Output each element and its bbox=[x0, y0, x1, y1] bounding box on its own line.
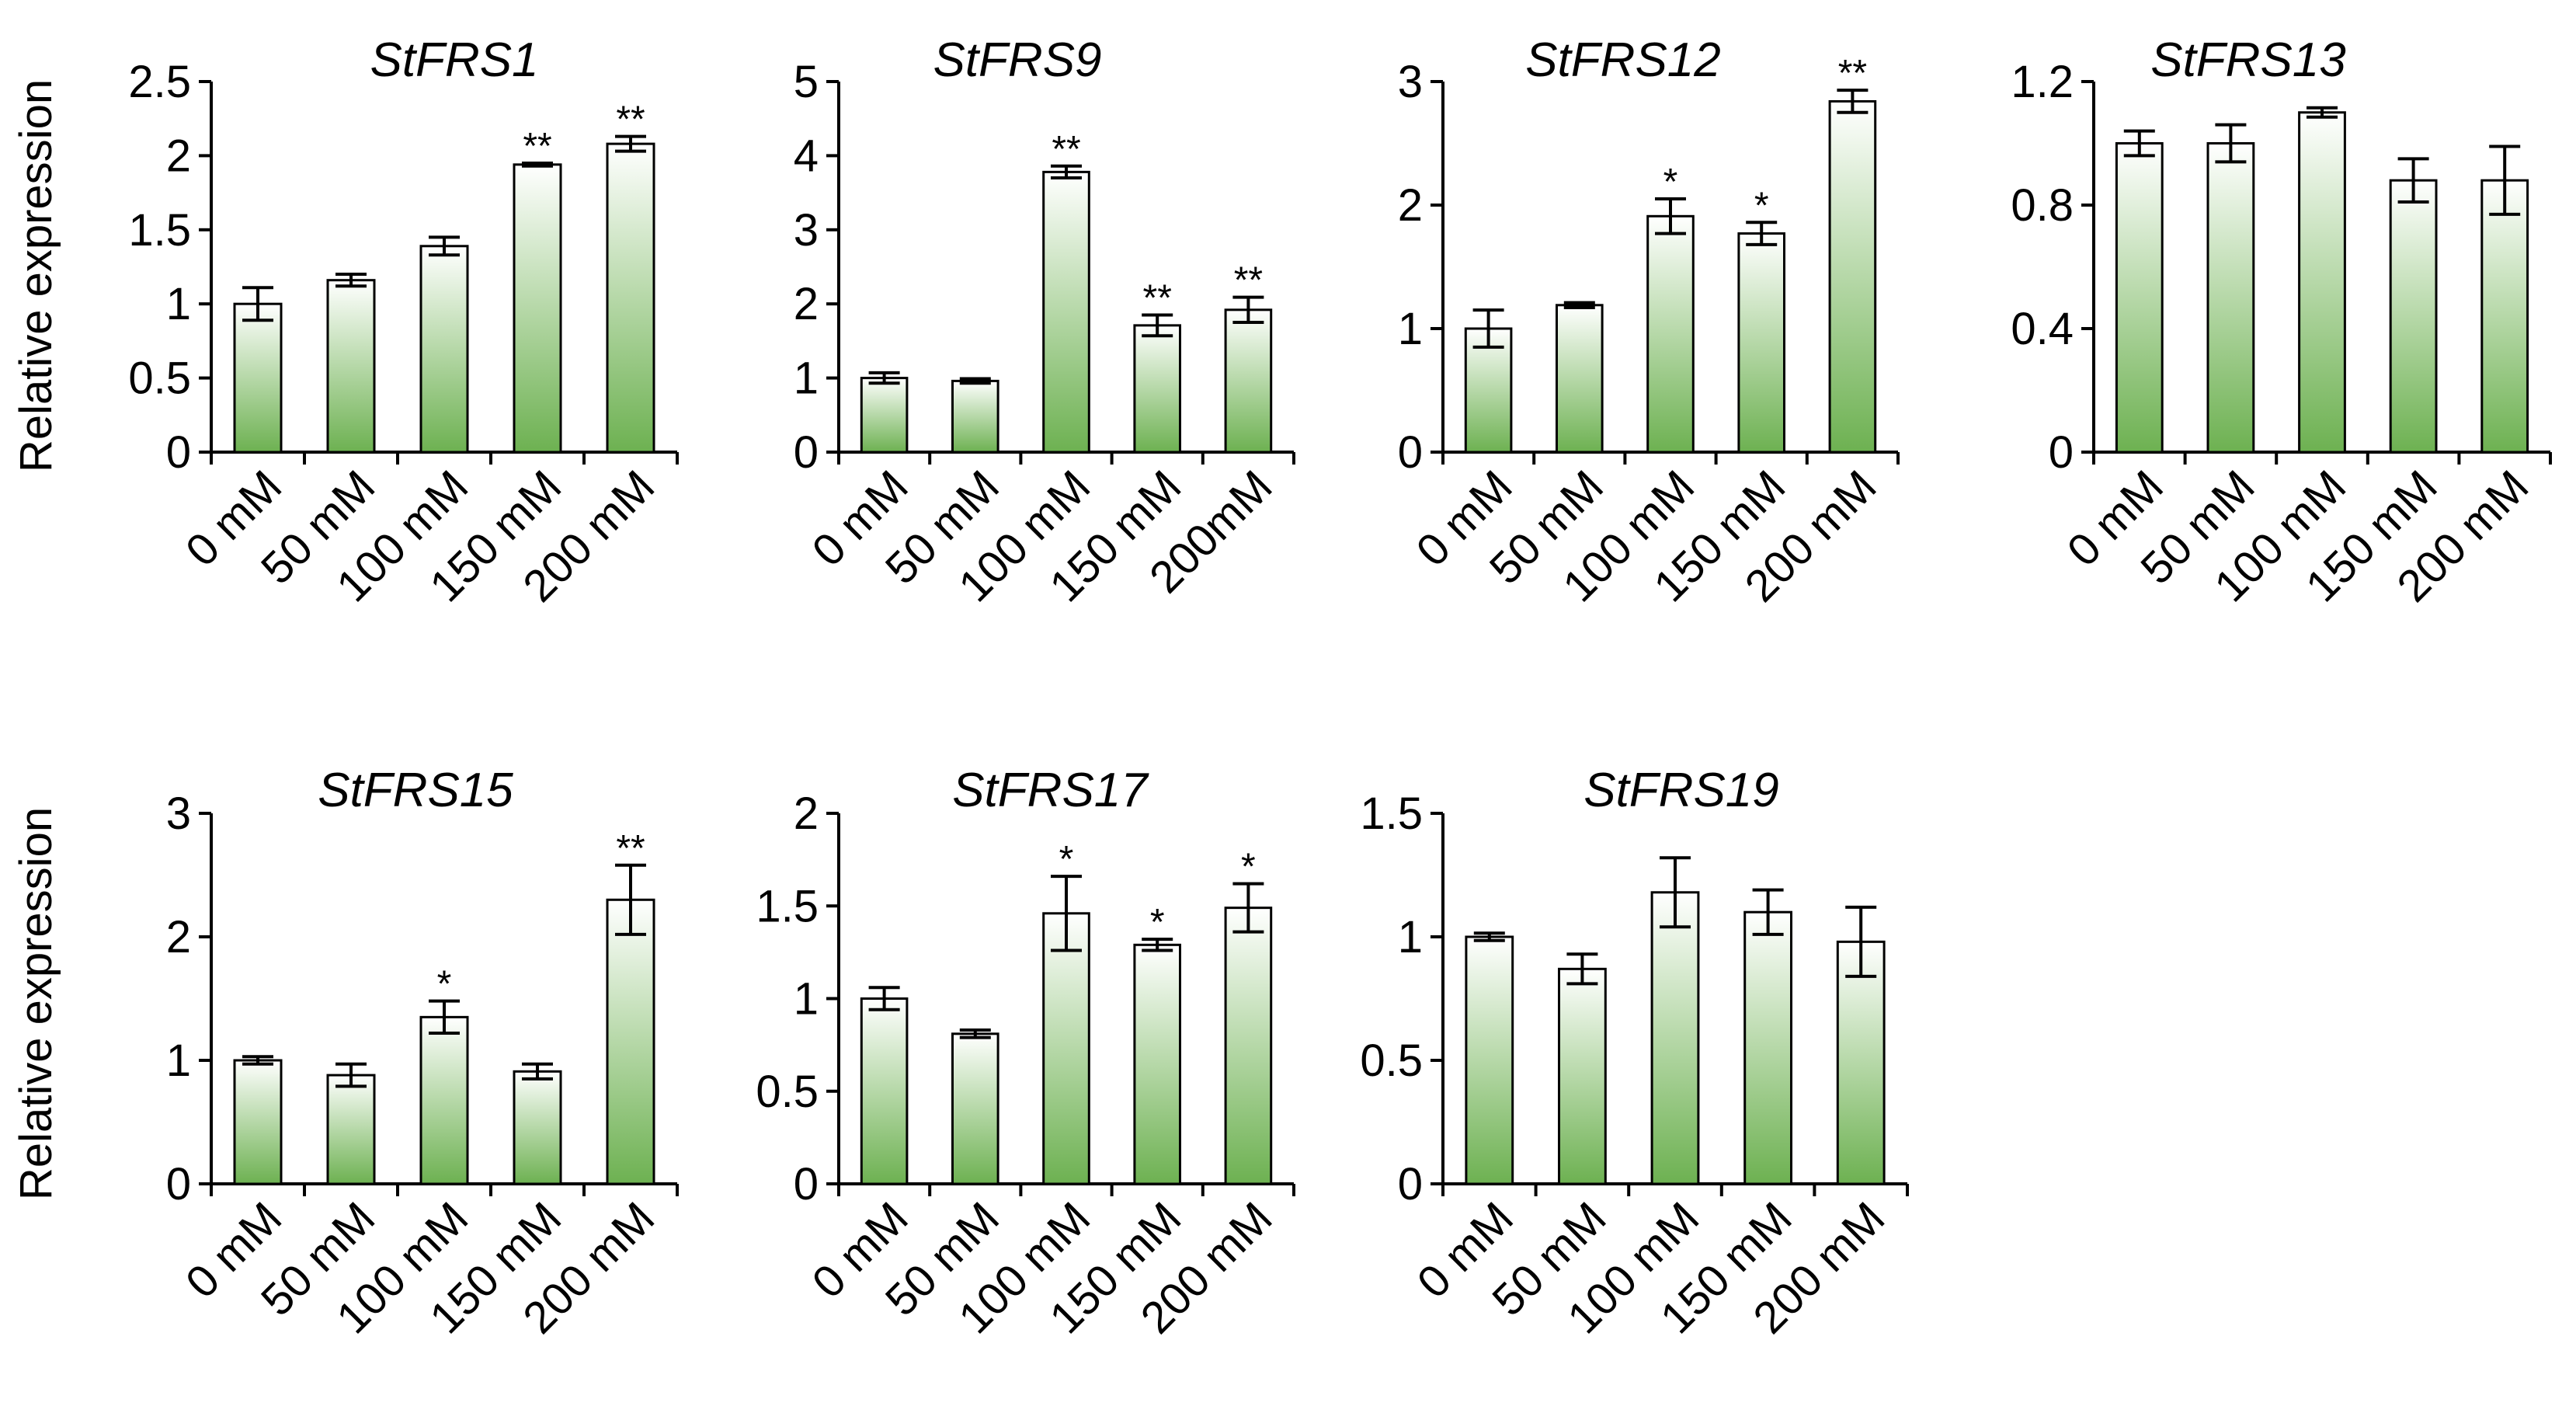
significance-label: ** bbox=[1052, 129, 1080, 170]
y-tick-label: 0.5 bbox=[1360, 1035, 1423, 1086]
bar bbox=[1828, 99, 1877, 454]
y-tick-label: 5 bbox=[794, 57, 819, 107]
y-tick-label: 1 bbox=[794, 974, 819, 1025]
y-tick-label: 0 bbox=[166, 427, 191, 478]
bar bbox=[2298, 111, 2346, 454]
bar bbox=[1464, 327, 1513, 454]
panel-title: StFRS9 bbox=[933, 33, 1101, 87]
y-axis-label: Relative expression bbox=[11, 807, 61, 1200]
y-tick-label: 0 bbox=[794, 1159, 819, 1209]
significance-label: * bbox=[1241, 847, 1256, 888]
bar bbox=[513, 1070, 562, 1185]
y-tick-label: 2 bbox=[166, 912, 191, 962]
bar bbox=[606, 142, 655, 454]
significance-label: * bbox=[1754, 185, 1769, 226]
y-tick-label: 1 bbox=[166, 279, 191, 329]
bar bbox=[513, 163, 562, 454]
y-tick-label: 0.5 bbox=[756, 1067, 819, 1117]
y-axis-label: Relative expression bbox=[11, 79, 61, 472]
bar bbox=[1042, 170, 1090, 454]
significance-label: * bbox=[1059, 839, 1074, 880]
bar bbox=[1465, 935, 1514, 1185]
bar bbox=[1836, 940, 1886, 1185]
bar bbox=[860, 377, 909, 454]
panel-title: StFRS13 bbox=[2150, 33, 2346, 87]
y-tick-label: 0.8 bbox=[2011, 180, 2074, 231]
y-tick-label: 1 bbox=[1398, 304, 1423, 354]
y-tick-label: 1.5 bbox=[756, 881, 819, 931]
bar bbox=[1556, 304, 1604, 454]
bar bbox=[326, 279, 376, 454]
panel-title: StFRS19 bbox=[1583, 764, 1779, 817]
significance-label: ** bbox=[616, 99, 645, 141]
bar bbox=[1743, 910, 1792, 1185]
y-tick-label: 1 bbox=[166, 1035, 191, 1086]
significance-label: ** bbox=[1234, 260, 1263, 301]
bar bbox=[1737, 232, 1785, 454]
y-tick-label: 1 bbox=[1398, 912, 1423, 962]
bar bbox=[1224, 907, 1273, 1185]
bar bbox=[606, 898, 655, 1185]
bar bbox=[419, 1015, 469, 1185]
significance-label: * bbox=[437, 964, 452, 1005]
y-tick-label: 0 bbox=[2049, 427, 2074, 478]
significance-label: * bbox=[1663, 162, 1678, 203]
significance-label: ** bbox=[1143, 278, 1172, 319]
bar bbox=[1133, 943, 1182, 1185]
y-tick-label: 1.5 bbox=[128, 205, 191, 256]
y-tick-label: 0 bbox=[1398, 1159, 1423, 1209]
y-tick-label: 3 bbox=[794, 205, 819, 256]
y-tick-label: 2 bbox=[794, 279, 819, 329]
significance-label: ** bbox=[616, 828, 645, 869]
y-tick-label: 4 bbox=[794, 131, 819, 181]
y-tick-label: 0 bbox=[794, 427, 819, 478]
bar bbox=[1133, 324, 1182, 454]
bar bbox=[1558, 967, 1607, 1185]
bar bbox=[233, 302, 283, 454]
bar bbox=[326, 1074, 376, 1185]
bar bbox=[1042, 912, 1090, 1185]
bar bbox=[951, 1032, 999, 1185]
y-tick-label: 3 bbox=[166, 788, 191, 839]
y-tick-label: 2 bbox=[794, 788, 819, 839]
bar bbox=[1650, 891, 1700, 1185]
panel-title: StFRS17 bbox=[952, 764, 1149, 817]
y-tick-label: 0.5 bbox=[128, 353, 191, 404]
y-tick-label: 1.5 bbox=[1360, 788, 1423, 839]
y-tick-label: 1 bbox=[794, 353, 819, 404]
panel-title: StFRS1 bbox=[370, 33, 538, 87]
y-tick-label: 1.2 bbox=[2011, 57, 2074, 107]
bar bbox=[2206, 142, 2255, 454]
panel-title: StFRS12 bbox=[1525, 33, 1721, 87]
y-tick-label: 0.4 bbox=[2011, 304, 2074, 354]
bar bbox=[419, 245, 469, 454]
y-tick-label: 2.5 bbox=[128, 57, 191, 107]
y-tick-label: 3 bbox=[1398, 57, 1423, 107]
panel-title: StFRS15 bbox=[318, 764, 513, 817]
bar bbox=[2389, 179, 2438, 454]
y-tick-label: 0 bbox=[166, 1159, 191, 1209]
y-tick-label: 2 bbox=[166, 131, 191, 181]
significance-label: ** bbox=[1838, 53, 1867, 94]
significance-label: * bbox=[1150, 902, 1165, 943]
bar bbox=[2480, 179, 2529, 454]
bar bbox=[951, 379, 999, 454]
bar bbox=[1646, 214, 1695, 454]
bar bbox=[233, 1059, 283, 1185]
panel-stfrs1: Relative expression StFRS1 00.511.522.50… bbox=[11, 33, 679, 611]
bar bbox=[1224, 308, 1273, 454]
significance-label: ** bbox=[523, 126, 551, 167]
y-tick-label: 0 bbox=[1398, 427, 1423, 478]
bar bbox=[860, 997, 909, 1185]
bar bbox=[2115, 142, 2164, 454]
y-tick-label: 2 bbox=[1398, 180, 1423, 231]
